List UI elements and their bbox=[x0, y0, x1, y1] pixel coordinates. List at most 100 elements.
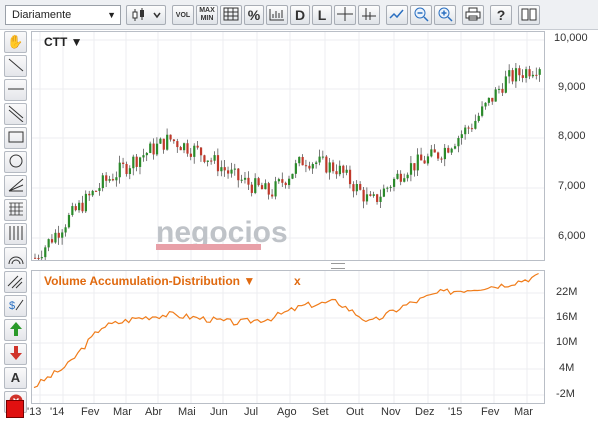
ticker-label[interactable]: CTT ▼ bbox=[44, 35, 83, 49]
color-picker[interactable] bbox=[6, 400, 24, 418]
candle bbox=[413, 163, 416, 171]
candle bbox=[227, 170, 230, 174]
help-button[interactable]: ? bbox=[490, 5, 512, 25]
volume-button[interactable]: VOL bbox=[172, 5, 194, 25]
candle bbox=[264, 183, 267, 190]
channel-tool[interactable] bbox=[4, 103, 27, 125]
candle bbox=[183, 143, 186, 151]
toolbar: Diariamente ▼ VOL MAX MIN % D L ? bbox=[0, 0, 598, 30]
candle bbox=[325, 156, 328, 173]
zoom-in-button[interactable] bbox=[434, 5, 456, 25]
candle bbox=[128, 168, 132, 175]
book-icon bbox=[521, 8, 537, 21]
indicator-panel[interactable]: Volume Accumulation-Distribution ▼ x bbox=[31, 270, 545, 404]
candle bbox=[392, 178, 396, 187]
period-select[interactable]: Diariamente ▼ bbox=[5, 5, 121, 25]
zoom-out-icon bbox=[414, 7, 429, 22]
parallel-tool[interactable] bbox=[4, 271, 27, 293]
up-arrow-tool[interactable] bbox=[4, 319, 27, 341]
arc-tool[interactable] bbox=[4, 247, 27, 269]
line-tool[interactable] bbox=[4, 55, 27, 77]
candle bbox=[288, 178, 291, 186]
cursor-button[interactable] bbox=[358, 5, 380, 25]
ellipse-tool[interactable] bbox=[4, 151, 27, 173]
candle bbox=[213, 155, 216, 161]
hand-tool[interactable]: ✋ bbox=[4, 31, 27, 53]
horizontal-line-tool[interactable] bbox=[4, 79, 27, 101]
candle bbox=[514, 68, 518, 82]
candle bbox=[54, 232, 57, 243]
drawing-tools: ✋ $ A bbox=[4, 31, 28, 421]
crosshair-button[interactable] bbox=[334, 5, 356, 25]
price-ytick: 8,000 bbox=[558, 130, 586, 142]
candle bbox=[166, 134, 169, 150]
fibonacci-tool[interactable] bbox=[4, 199, 27, 221]
panel-splitter[interactable] bbox=[331, 263, 345, 269]
candle bbox=[50, 239, 54, 243]
daily-button[interactable]: D bbox=[290, 5, 310, 25]
candle bbox=[315, 162, 318, 165]
scale-button[interactable] bbox=[266, 5, 288, 25]
candle bbox=[47, 239, 50, 248]
x-tick-label: Fev bbox=[81, 406, 100, 418]
hand-icon: ✋ bbox=[7, 34, 24, 49]
zoom-out-button[interactable] bbox=[410, 5, 432, 25]
candle bbox=[504, 76, 507, 93]
candle bbox=[138, 157, 142, 167]
maxmin-button[interactable]: MAX MIN bbox=[196, 5, 218, 25]
text-tool[interactable]: A bbox=[4, 367, 27, 389]
indicator-close-button[interactable]: x bbox=[294, 274, 301, 288]
trend-button[interactable] bbox=[386, 5, 408, 25]
arc-icon bbox=[8, 256, 23, 265]
candle bbox=[318, 156, 321, 163]
x-tick-label: '15 bbox=[448, 406, 463, 418]
candle bbox=[155, 143, 159, 155]
indicator-chart bbox=[32, 271, 544, 403]
candle bbox=[423, 160, 426, 164]
fan-tool[interactable] bbox=[4, 175, 27, 197]
grid-button[interactable] bbox=[220, 5, 242, 25]
candle bbox=[210, 160, 213, 162]
candle bbox=[257, 178, 260, 186]
candle bbox=[34, 257, 37, 259]
candle bbox=[149, 143, 152, 153]
candle bbox=[135, 156, 138, 167]
line-button[interactable]: L bbox=[312, 5, 332, 25]
rectangle-tool[interactable] bbox=[4, 127, 27, 149]
indicator-title[interactable]: Volume Accumulation-Distribution ▼ bbox=[44, 274, 256, 288]
dollar-tool[interactable]: $ bbox=[4, 295, 27, 317]
vertical-lines-tool[interactable] bbox=[4, 223, 27, 245]
candle bbox=[101, 175, 104, 189]
dollar-chart-icon: $ bbox=[9, 299, 23, 312]
candle bbox=[267, 183, 270, 195]
candle bbox=[98, 188, 101, 191]
candle bbox=[301, 156, 304, 166]
candle bbox=[491, 97, 494, 102]
svg-text:$: $ bbox=[9, 300, 15, 312]
candle bbox=[433, 149, 436, 153]
candle-type-button[interactable] bbox=[126, 5, 166, 25]
book-button[interactable] bbox=[518, 5, 540, 25]
percent-button[interactable]: % bbox=[244, 5, 264, 25]
print-button[interactable] bbox=[462, 5, 484, 25]
down-arrow-tool[interactable] bbox=[4, 343, 27, 365]
candle bbox=[376, 194, 379, 202]
candle bbox=[437, 152, 440, 159]
candle bbox=[450, 148, 453, 153]
candle bbox=[179, 147, 182, 151]
x-tick-label: Jul bbox=[244, 406, 259, 418]
x-tick-label: Jun bbox=[210, 406, 228, 418]
candle bbox=[382, 188, 386, 197]
candle bbox=[443, 147, 446, 160]
candle bbox=[40, 257, 43, 259]
candle bbox=[111, 179, 115, 181]
diagonal-line-icon bbox=[8, 58, 23, 72]
horizontal-line-icon bbox=[7, 88, 24, 90]
candle bbox=[122, 162, 125, 164]
help-label: ? bbox=[496, 7, 506, 23]
candle bbox=[359, 184, 362, 190]
candle bbox=[78, 202, 81, 211]
price-panel[interactable]: negocios CTT ▼ bbox=[31, 31, 545, 261]
cursor-lines-icon bbox=[362, 8, 376, 20]
percent-label: % bbox=[247, 7, 261, 23]
